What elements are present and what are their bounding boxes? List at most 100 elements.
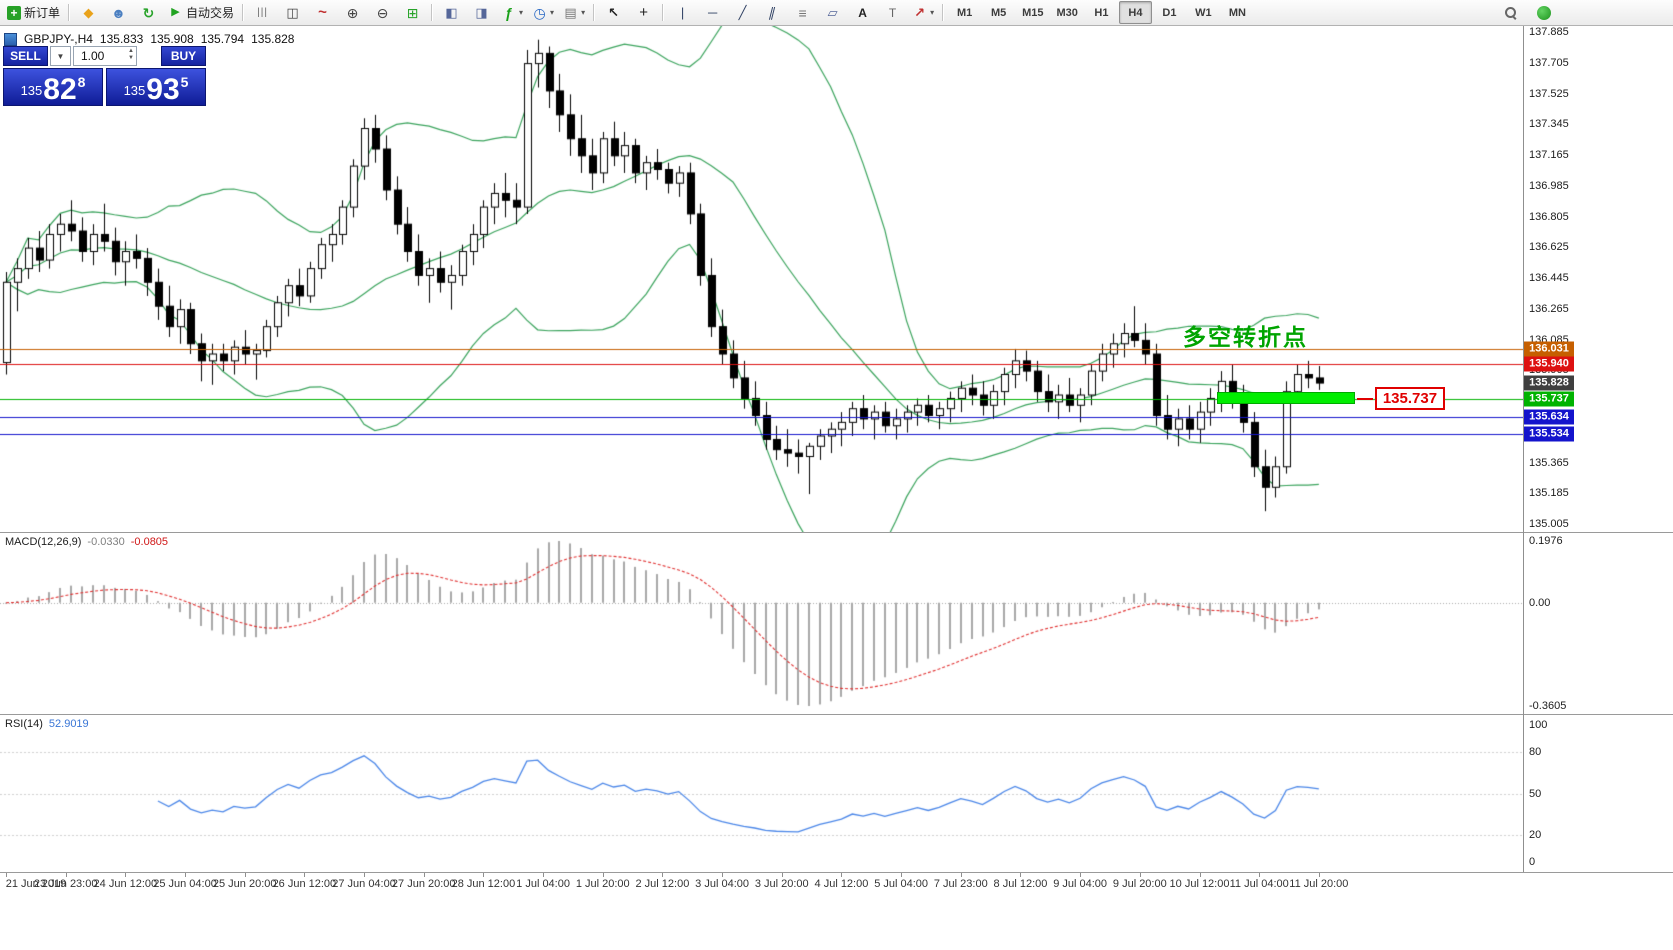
symbol-period: GBPJPY-,H4 (24, 32, 93, 46)
cursor-button[interactable] (599, 1, 628, 24)
templates-button[interactable]: ▾ (559, 1, 589, 24)
timeframe-m15-button-label: M15 (1022, 6, 1044, 19)
chart-shift-button[interactable] (467, 1, 496, 24)
timeframe-mn-button[interactable]: MN (1221, 1, 1254, 24)
time-axis-tick (1319, 873, 1320, 877)
timeframe-d1-button-label: D1 (1162, 6, 1177, 19)
line-chart-button[interactable] (308, 1, 337, 24)
price-axis-label: 137.525 (1529, 87, 1569, 100)
close-value: 135.828 (251, 32, 295, 46)
volume-field[interactable]: 1.00 ▲ ▼ (73, 46, 137, 66)
timeframe-m15-button[interactable]: M15 (1016, 1, 1049, 24)
price-axis: 137.885 137.705 137.525 137.345 137.165 136.9… (1523, 26, 1673, 532)
refresh-icon (141, 5, 156, 20)
annotation-text[interactable]: 多空转折点 (1183, 324, 1308, 350)
timeframe-w1-button[interactable]: W1 (1187, 1, 1220, 24)
price-axis-label: 136.625 (1529, 241, 1569, 254)
shapes-button[interactable] (818, 1, 847, 24)
time-axis-label: 27 Jun 20:00 (391, 878, 456, 890)
metaeditor-button[interactable] (74, 1, 103, 24)
timeframe-m1-button[interactable]: M1 (948, 1, 981, 24)
periods-icon (532, 5, 547, 20)
timeframe-h4-button-label: H4 (1128, 6, 1143, 19)
search-button[interactable] (1496, 1, 1525, 24)
indicators-button[interactable]: ▾ (497, 1, 527, 24)
toolbar: 新订单 自动交易 ▾ ▾ ▾ ▾ M1 M5 M15 M30 H1 H4 D1 W1 MN (0, 0, 1673, 26)
toolbar-separator (242, 4, 245, 21)
chevron-down-icon: ▾ (930, 8, 935, 17)
periods-button[interactable]: ▾ (528, 1, 558, 24)
autotrading-button[interactable]: 自动交易 (164, 1, 238, 24)
metaeditor-icon (81, 5, 96, 20)
zoom-out-button[interactable] (368, 1, 397, 24)
horizontal-line-button[interactable] (698, 1, 727, 24)
arrows-button[interactable]: ▾ (908, 1, 938, 24)
new-order-button[interactable]: 新订单 (3, 1, 64, 24)
community-button[interactable] (1529, 1, 1558, 24)
macd-axis-label: -0.3605 (1529, 700, 1567, 712)
candlestick-button[interactable] (278, 1, 307, 24)
highlight-rectangle[interactable] (1217, 392, 1355, 405)
timeframe-m5-button[interactable]: M5 (982, 1, 1015, 24)
rsi-canvas[interactable] (0, 715, 1523, 872)
label-button[interactable] (878, 1, 907, 24)
trendline-button[interactable] (728, 1, 757, 24)
buy-button[interactable]: BUY (161, 46, 206, 66)
timeframe-d1-button[interactable]: D1 (1153, 1, 1186, 24)
timeframe-h1-button-label: H1 (1094, 6, 1109, 19)
bar-chart-icon (255, 5, 270, 20)
sell-price-prefix: 135 (20, 83, 43, 98)
candlestick-icon (285, 5, 300, 20)
sell-button[interactable]: SELL (3, 46, 48, 66)
rsi-axis-label: 50 (1529, 787, 1542, 800)
price-axis-label: 135.185 (1529, 487, 1569, 500)
channel-button[interactable] (758, 1, 787, 24)
arrows-icon (912, 5, 927, 20)
tile-windows-button[interactable] (398, 1, 427, 24)
volume-dropdown[interactable]: ▼ (50, 46, 71, 66)
price-callout[interactable]: 135.737 (1374, 386, 1446, 410)
time-axis-label: 10 Jul 12:00 (1169, 878, 1230, 890)
time-axis-tick (1080, 873, 1081, 877)
time-axis-label: 24 Jun 12:00 (93, 878, 158, 890)
channel-icon (765, 5, 780, 20)
time-axis-tick (662, 873, 663, 877)
text-button[interactable] (848, 1, 877, 24)
price-axis-label: 137.885 (1529, 26, 1569, 38)
timeframe-m30-button[interactable]: M30 (1051, 1, 1084, 24)
bar-chart-button[interactable] (248, 1, 277, 24)
buy-price-button[interactable]: 135 93 5 (106, 68, 206, 106)
sell-price-button[interactable]: 135 82 8 (3, 68, 103, 106)
symbol-info: GBPJPY-,H4 135.833 135.908 135.794 135.8… (4, 32, 294, 46)
macd-canvas[interactable] (0, 533, 1523, 714)
price-axis-label: 135.005 (1529, 518, 1569, 530)
fibonacci-button[interactable] (788, 1, 817, 24)
search-icon (1503, 5, 1518, 20)
crosshair-button[interactable] (629, 1, 658, 24)
sell-price-big: 82 (43, 73, 77, 106)
one-click-trading-panel: SELL ▼ 1.00 ▲ ▼ BUY 135 82 8 135 93 (3, 46, 206, 106)
vertical-line-button[interactable] (668, 1, 697, 24)
chevron-down-icon: ▾ (581, 8, 586, 17)
macd-axis-label: 0.00 (1529, 596, 1551, 609)
chevron-down-icon: ▼ (56, 51, 65, 61)
vertical-line-icon (675, 5, 690, 20)
time-axis-label: 1 Jul 04:00 (516, 878, 570, 890)
sell-price-pip: 8 (77, 74, 86, 90)
timeframe-h1-button[interactable]: H1 (1085, 1, 1118, 24)
current-price-tag: 135.828 (1524, 375, 1574, 391)
rsi-label: RSI(14) 52.9019 (5, 718, 89, 730)
auto-scroll-button[interactable] (437, 1, 466, 24)
toolbar-separator (431, 4, 434, 21)
price-chart-canvas[interactable] (0, 26, 1523, 532)
refresh-button[interactable] (134, 1, 163, 24)
time-axis-label: 21 Jun 2019 (5, 878, 67, 890)
low-value: 135.794 (200, 32, 245, 46)
buy-price-pip: 5 (180, 74, 189, 90)
profile-button[interactable] (104, 1, 133, 24)
volume-stepper[interactable]: ▲ ▼ (128, 48, 134, 61)
zoom-in-button[interactable] (338, 1, 367, 24)
trendline-icon (735, 5, 750, 20)
timeframe-h4-button[interactable]: H4 (1118, 1, 1152, 24)
timeframe-m1-button-label: M1 (956, 6, 973, 19)
